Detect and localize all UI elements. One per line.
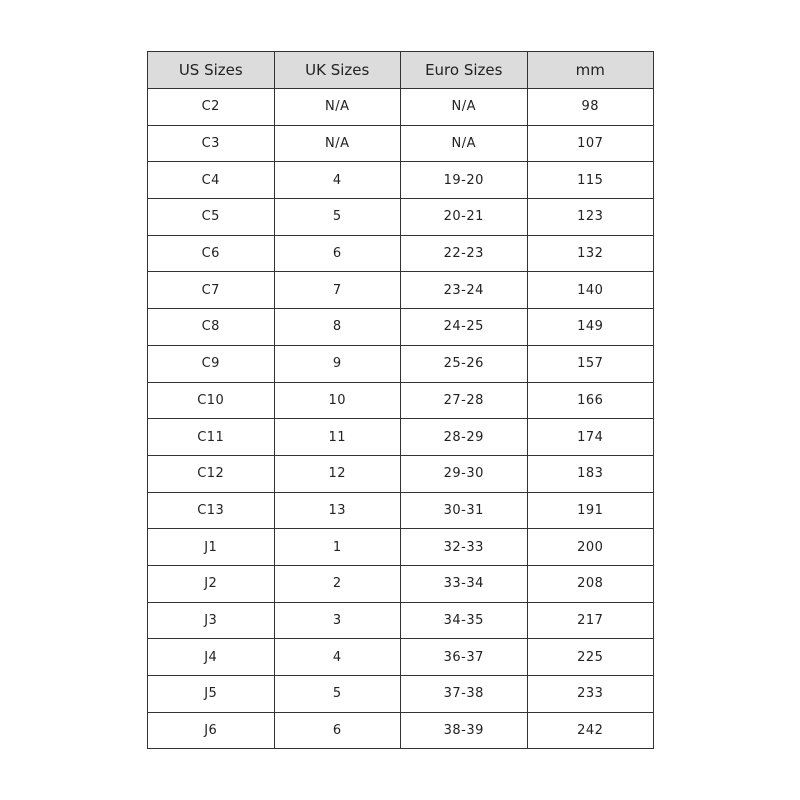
uk-size-cell: 9: [273, 344, 401, 383]
us-size-cell: C9: [147, 344, 275, 383]
euro-size-cell: 34-35: [400, 601, 528, 640]
us-size-cell: J2: [147, 564, 275, 603]
header-row: US Sizes UK Sizes Euro Sizes mm: [147, 51, 654, 89]
mm-cell: 107: [526, 124, 654, 163]
table-row: J1 1 32-33 200: [147, 528, 654, 566]
mm-cell: 242: [526, 711, 654, 750]
mm-cell: 217: [526, 601, 654, 640]
us-size-cell: J3: [147, 601, 275, 640]
euro-size-cell: 27-28: [400, 381, 528, 420]
uk-size-cell: 8: [273, 308, 401, 346]
uk-size-cell: 6: [273, 234, 401, 273]
table-row: C7 7 23-24 140: [147, 271, 654, 310]
table-row: C4 4 19-20 115: [147, 161, 654, 200]
header-mm: mm: [526, 51, 654, 89]
mm-cell: 183: [526, 454, 654, 493]
table-row: C13 13 30-31 191: [147, 491, 654, 530]
mm-cell: 157: [526, 344, 654, 383]
uk-size-cell: 4: [273, 161, 401, 200]
table-row: C5 5 20-21 123: [147, 198, 654, 236]
table-row: C8 8 24-25 149: [147, 308, 654, 346]
euro-size-cell: 36-37: [400, 638, 528, 676]
mm-cell: 140: [526, 271, 654, 310]
header-uk-sizes: UK Sizes: [273, 51, 401, 89]
us-size-cell: J5: [147, 675, 275, 713]
mm-cell: 123: [526, 198, 654, 236]
uk-size-cell: 13: [273, 491, 401, 530]
table-row: C12 12 29-30 183: [147, 454, 654, 493]
euro-size-cell: 22-23: [400, 234, 528, 273]
uk-size-cell: 1: [273, 528, 401, 566]
euro-size-cell: 24-25: [400, 308, 528, 346]
uk-size-cell: 5: [273, 675, 401, 713]
us-size-cell: C6: [147, 234, 275, 273]
us-size-cell: C11: [147, 418, 275, 456]
mm-cell: 208: [526, 564, 654, 603]
uk-size-cell: 6: [273, 711, 401, 750]
euro-size-cell: 32-33: [400, 528, 528, 566]
us-size-cell: J1: [147, 528, 275, 566]
mm-cell: 225: [526, 638, 654, 676]
us-size-cell: C12: [147, 454, 275, 493]
us-size-cell: C13: [147, 491, 275, 530]
mm-cell: 149: [526, 308, 654, 346]
table-row: J2 2 33-34 208: [147, 564, 654, 603]
euro-size-cell: 20-21: [400, 198, 528, 236]
uk-size-cell: 5: [273, 198, 401, 236]
euro-size-cell: 29-30: [400, 454, 528, 493]
size-chart-table: US Sizes UK Sizes Euro Sizes mm C2 N/A N/A…: [147, 51, 654, 750]
euro-size-cell: 38-39: [400, 711, 528, 750]
uk-size-cell: N/A: [273, 124, 401, 163]
header-euro-sizes: Euro Sizes: [400, 51, 528, 89]
table-row: C10 10 27-28 166: [147, 381, 654, 420]
euro-size-cell: N/A: [400, 88, 528, 126]
table-row: C6 6 22-23 132: [147, 234, 654, 273]
mm-cell: 191: [526, 491, 654, 530]
uk-size-cell: 2: [273, 564, 401, 603]
us-size-cell: C2: [147, 88, 275, 126]
mm-cell: 233: [526, 675, 654, 713]
us-size-cell: C3: [147, 124, 275, 163]
header-us-sizes: US Sizes: [147, 51, 275, 89]
euro-size-cell: N/A: [400, 124, 528, 163]
euro-size-cell: 33-34: [400, 564, 528, 603]
us-size-cell: C8: [147, 308, 275, 346]
uk-size-cell: 11: [273, 418, 401, 456]
mm-cell: 132: [526, 234, 654, 273]
euro-size-cell: 23-24: [400, 271, 528, 310]
us-size-cell: J4: [147, 638, 275, 676]
mm-cell: 115: [526, 161, 654, 200]
table-body: C2 N/A N/A 98 C3 N/A N/A 107 C4 4 19-20 115 C5 5 20-21…: [147, 88, 654, 750]
table-row: J3 3 34-35 217: [147, 601, 654, 640]
us-size-cell: C4: [147, 161, 275, 200]
mm-cell: 166: [526, 381, 654, 420]
euro-size-cell: 19-20: [400, 161, 528, 200]
euro-size-cell: 30-31: [400, 491, 528, 530]
uk-size-cell: 7: [273, 271, 401, 310]
table-row: J5 5 37-38 233: [147, 675, 654, 713]
uk-size-cell: 12: [273, 454, 401, 493]
uk-size-cell: 4: [273, 638, 401, 676]
uk-size-cell: 3: [273, 601, 401, 640]
mm-cell: 200: [526, 528, 654, 566]
table-row: C3 N/A N/A 107: [147, 124, 654, 163]
us-size-cell: C7: [147, 271, 275, 310]
table-row: C9 9 25-26 157: [147, 344, 654, 383]
mm-cell: 98: [526, 88, 654, 126]
table-row: J4 4 36-37 225: [147, 638, 654, 676]
euro-size-cell: 25-26: [400, 344, 528, 383]
mm-cell: 174: [526, 418, 654, 456]
table-row: J6 6 38-39 242: [147, 711, 654, 750]
us-size-cell: C10: [147, 381, 275, 420]
us-size-cell: C5: [147, 198, 275, 236]
table-row: C11 11 28-29 174: [147, 418, 654, 456]
uk-size-cell: N/A: [273, 88, 401, 126]
us-size-cell: J6: [147, 711, 275, 750]
table-row: C2 N/A N/A 98: [147, 88, 654, 126]
euro-size-cell: 28-29: [400, 418, 528, 456]
euro-size-cell: 37-38: [400, 675, 528, 713]
uk-size-cell: 10: [273, 381, 401, 420]
